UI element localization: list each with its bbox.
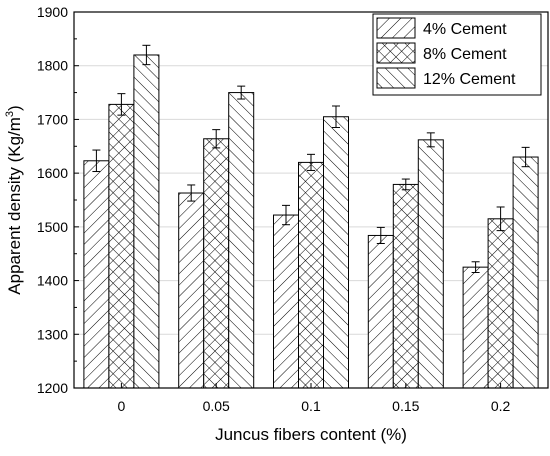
x-tick-label: 0 bbox=[118, 398, 126, 414]
legend-swatch bbox=[376, 17, 416, 39]
x-tick-label: 0.2 bbox=[491, 398, 511, 414]
bars bbox=[83, 54, 539, 389]
x-tick-label: 0.15 bbox=[392, 398, 419, 414]
legend: 4% Cement 8% Cement 12% Cement bbox=[372, 13, 542, 96]
y-tick-label: 1300 bbox=[37, 326, 68, 342]
y-tick-label: 1800 bbox=[37, 58, 68, 74]
y-axis-label-superscript: 3 bbox=[4, 111, 16, 117]
bar bbox=[298, 161, 324, 389]
y-axis-label-main: Apparent density (Kg/m bbox=[5, 117, 24, 295]
y-tick-label: 1400 bbox=[37, 273, 68, 289]
x-axis-label: Juncus fibers content (%) bbox=[215, 425, 407, 444]
y-tick-label: 1600 bbox=[37, 165, 68, 181]
error-bars bbox=[92, 44, 530, 274]
bar bbox=[108, 103, 135, 389]
y-axis-label: Apparent density (Kg/m3) bbox=[4, 105, 24, 294]
legend-swatch bbox=[376, 42, 416, 64]
y-tick-label: 1200 bbox=[37, 380, 68, 396]
bar bbox=[178, 192, 205, 389]
bar bbox=[417, 139, 444, 389]
x-tick-label: 0.1 bbox=[301, 398, 321, 414]
bar bbox=[462, 266, 489, 389]
legend-swatch bbox=[376, 67, 416, 89]
bar bbox=[323, 116, 349, 389]
x-axis-ticks: 0 0.05 0.1 0.15 0.2 bbox=[118, 383, 511, 414]
bar bbox=[228, 92, 255, 389]
bar bbox=[133, 54, 160, 389]
y-tick-label: 1900 bbox=[37, 4, 68, 20]
bar bbox=[83, 160, 110, 389]
y-tick-label: 1500 bbox=[37, 219, 68, 235]
bar bbox=[367, 234, 394, 389]
legend-label: 12% Cement bbox=[423, 71, 516, 88]
y-axis-ticks: 1200 1300 1400 1500 1600 1700 1800 1900 bbox=[37, 4, 79, 396]
bar bbox=[273, 214, 299, 389]
x-tick-label: 0.05 bbox=[203, 398, 230, 414]
bar bbox=[203, 138, 230, 389]
bar bbox=[487, 218, 514, 389]
legend-label: 8% Cement bbox=[423, 46, 507, 63]
y-tick-label: 1700 bbox=[37, 111, 68, 127]
legend-label: 4% Cement bbox=[423, 21, 507, 38]
bar bbox=[512, 156, 539, 389]
bar bbox=[392, 183, 419, 389]
y-axis-label-close: ) bbox=[5, 105, 24, 111]
